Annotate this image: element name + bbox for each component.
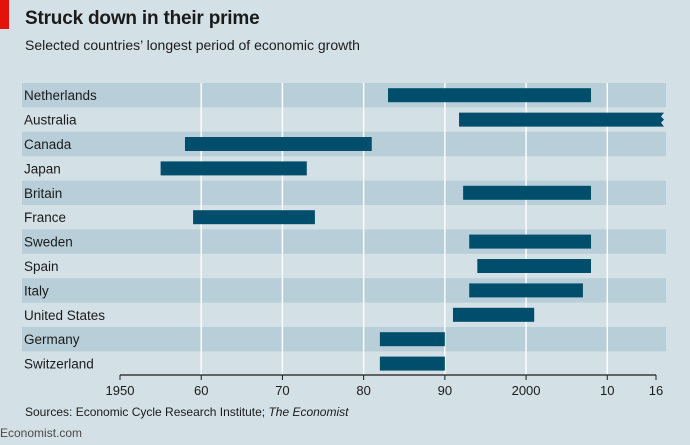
range-bar <box>388 88 592 103</box>
range-bar <box>379 332 445 347</box>
red-accent-tag <box>0 0 9 29</box>
category-label: Japan <box>24 161 61 176</box>
category-label: Switzerland <box>24 357 94 372</box>
x-tick-label: 80 <box>356 383 370 398</box>
category-label: Canada <box>24 137 72 152</box>
x-tick-label: 1950 <box>106 383 135 398</box>
range-bar <box>193 210 315 225</box>
category-label: Italy <box>24 283 49 298</box>
category-label: United States <box>24 308 105 323</box>
range-bar-chart: 1950 60 70 80 90 2000 10 16 Netherlands Australia… <box>22 83 666 398</box>
range-bar <box>463 185 592 200</box>
category-label: France <box>24 210 66 225</box>
range-bar <box>469 234 592 249</box>
range-bar <box>459 112 664 127</box>
range-bar <box>160 161 307 176</box>
x-tick-label: 10 <box>600 383 614 398</box>
chart-title: Struck down in their prime <box>25 8 260 29</box>
category-label: Netherlands <box>24 88 97 103</box>
range-bar <box>469 283 583 298</box>
category-label: Sweden <box>24 235 73 250</box>
x-tick-label: 2000 <box>512 383 541 398</box>
x-tick-label: 16 <box>649 383 663 398</box>
chart-subtitle: Selected countries’ longest period of ec… <box>25 37 360 53</box>
source-publication: The Economist <box>268 405 349 419</box>
x-tick-label: 90 <box>438 383 452 398</box>
brand-label: Economist.com <box>0 426 83 440</box>
x-tick-label: 70 <box>275 383 289 398</box>
range-bar <box>452 307 535 322</box>
source-text: Sources: Economic Cycle Research Institu… <box>25 405 269 419</box>
range-bar <box>184 137 372 151</box>
category-label: Spain <box>24 259 59 274</box>
range-bar <box>379 356 445 371</box>
row-band <box>22 327 666 352</box>
source-note: Sources: Economic Cycle Research Institu… <box>25 405 348 419</box>
category-label: Britain <box>24 186 62 201</box>
range-bar <box>477 259 592 273</box>
category-label: Australia <box>24 113 77 128</box>
x-tick-label: 60 <box>194 383 208 398</box>
category-label: Germany <box>24 332 80 347</box>
